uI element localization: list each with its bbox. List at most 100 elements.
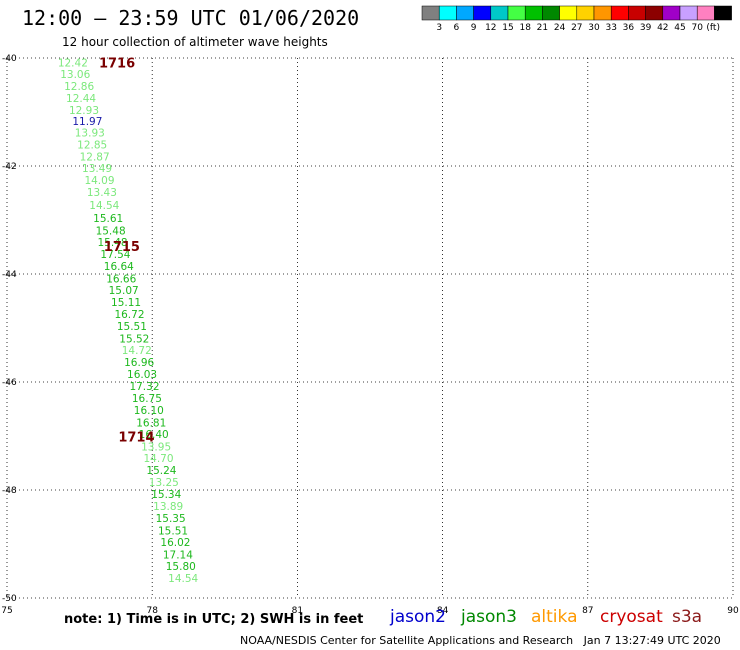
wave-height-value: 15.61	[93, 213, 123, 225]
colorbar-swatch	[421, 5, 440, 21]
colorbar-swatch	[559, 5, 578, 21]
map-grid: -40 -42 -44 -46 -48 -50 75 78 81 84 87 90	[1, 54, 739, 616]
longitude-tick-label: 90	[727, 606, 739, 616]
latitude-tick-label: -42	[2, 162, 17, 172]
latitude-tick-label: -44	[2, 270, 17, 280]
units-note: note: 1) Time is in UTC; 2) SWH is in fe…	[64, 612, 364, 627]
wave-height-value: 15.48	[98, 237, 128, 249]
longitude-tick-label: 75	[1, 606, 12, 616]
wave-height-value: 16.72	[114, 309, 144, 321]
wave-height-value: 16.64	[104, 261, 134, 273]
wave-height-value: 15.11	[111, 297, 141, 309]
colorbar-swatch	[714, 5, 732, 21]
wave-height-value: 16.96	[124, 357, 154, 369]
wave-height-value: 15.48	[96, 225, 126, 237]
colorbar-swatch	[628, 5, 646, 21]
wave-height-value: 13.25	[149, 477, 179, 489]
colorbar-tick-label: 18	[519, 23, 531, 33]
wave-height-value: 13.93	[75, 128, 105, 140]
footer-credit: NOAA/NESDIS Center for Satellite Applica…	[240, 634, 721, 647]
wave-height-value: 12.42	[58, 57, 88, 69]
wave-height-value: 15.07	[109, 285, 139, 297]
satellite-legend-item: altika	[531, 607, 578, 627]
colorbar-tick-label: 9	[471, 23, 477, 33]
latitude-tick-label: -48	[2, 486, 17, 496]
wave-height-value: 13.43	[87, 187, 117, 199]
wave-height-value: 17.32	[129, 381, 159, 393]
latitude-tick-label: -46	[2, 378, 17, 388]
pass-number-label: 1715	[104, 240, 140, 255]
wave-height-value: 12.86	[64, 81, 94, 93]
colorbar-tick-label: 3	[436, 23, 442, 33]
wave-height-value: 14.72	[122, 345, 152, 357]
colorbar-swatch	[524, 5, 543, 21]
pass-number-label: 1714	[118, 431, 154, 446]
wave-height-value: 13.49	[82, 163, 112, 175]
colorbar-tick-label: 70	[691, 23, 703, 33]
satellite-legend-item: jason3	[461, 607, 517, 627]
credit-text: NOAA/NESDIS Center for Satellite Applica…	[240, 634, 574, 647]
wave-height-value: 15.35	[156, 513, 186, 525]
wave-height-value: 12.85	[77, 139, 107, 151]
timestamp-text: Jan 7 13:27:49 UTC 2020	[583, 634, 721, 647]
wave-height-value: 13.89	[153, 501, 183, 513]
colorbar-units: (ft)	[706, 23, 720, 33]
colorbar-swatch	[662, 5, 681, 21]
pass-labels-layer: 1716 1715 1714	[99, 56, 155, 445]
colorbar-swatch	[645, 5, 664, 21]
longitude-tick-label: 81	[292, 606, 303, 616]
wave-height-value: 12.93	[69, 105, 99, 117]
wave-height-value: 15.80	[166, 561, 196, 573]
longitude-tick-label: 78	[146, 606, 158, 616]
latitude-tick-label: -40	[2, 54, 17, 64]
map-title: 12:00 – 23:59 UTC 01/06/2020	[22, 6, 360, 30]
wave-height-value: 12.87	[80, 151, 110, 163]
map-subtitle: 12 hour collection of altimeter wave hei…	[62, 35, 328, 49]
wave-height-value: 13.95	[141, 441, 171, 453]
colorbar-tick-label: 21	[537, 23, 548, 33]
wave-height-value: 14.70	[143, 453, 173, 465]
colorbar-tick-label: 15	[502, 23, 513, 33]
wave-height-value: 16.66	[106, 273, 136, 285]
wave-height-value: 15.51	[117, 321, 147, 333]
wave-height-value: 16.81	[136, 418, 166, 430]
latitude-tick-label: -50	[2, 594, 17, 604]
observations-layer: 12.4213.0612.8612.4412.9311.9713.9312.85…	[58, 57, 199, 585]
colorbar-swatch	[576, 5, 595, 21]
wave-height-value: 15.34	[151, 489, 181, 501]
colorbar-swatch	[456, 5, 474, 21]
longitude-tick-label: 84	[437, 606, 449, 616]
colorbar-tick-label: 12	[485, 23, 496, 33]
colorbar-swatch	[610, 5, 629, 21]
wave-height-value: 15.51	[158, 526, 188, 538]
wave-height-value: 14.54	[89, 200, 119, 212]
satellite-legend-item: s3a	[672, 607, 703, 627]
wave-height-value: 14.54	[168, 573, 198, 585]
wave-height-colorbar: 3 6 9 12 15 18 21 24 27 30 33 36 39 42 45 70 (ft)	[421, 5, 732, 33]
colorbar-tick-label: 24	[554, 23, 566, 33]
colorbar-tick-label: 33	[605, 23, 616, 33]
colorbar-swatch	[679, 5, 698, 21]
colorbar-swatch	[507, 5, 526, 21]
wave-height-value: 15.24	[146, 465, 176, 477]
wave-height-value: 15.52	[119, 333, 149, 345]
wave-height-value: 16.02	[160, 537, 190, 549]
pass-number-label: 1716	[99, 56, 135, 71]
colorbar-tick-label: 45	[674, 23, 685, 33]
colorbar-swatch	[696, 5, 715, 21]
wave-height-value: 11.97	[72, 116, 102, 128]
wave-height-value: 16.10	[134, 405, 164, 417]
wave-height-value: 16.40	[139, 429, 169, 441]
colorbar-swatch	[542, 5, 560, 21]
wave-height-value: 16.03	[127, 369, 157, 381]
wave-height-value: 16.75	[132, 393, 162, 405]
wave-height-value: 12.44	[66, 93, 96, 105]
colorbar-tick-label: 30	[588, 23, 600, 33]
colorbar-tick-label: 27	[571, 23, 582, 33]
wave-height-value: 14.09	[84, 175, 114, 187]
colorbar-tick-label: 36	[623, 23, 635, 33]
satellite-legend-item: jason2	[390, 607, 446, 627]
satellite-legend-item: cryosat	[600, 607, 663, 627]
colorbar-swatch	[593, 5, 612, 21]
colorbar-swatch	[473, 5, 492, 21]
